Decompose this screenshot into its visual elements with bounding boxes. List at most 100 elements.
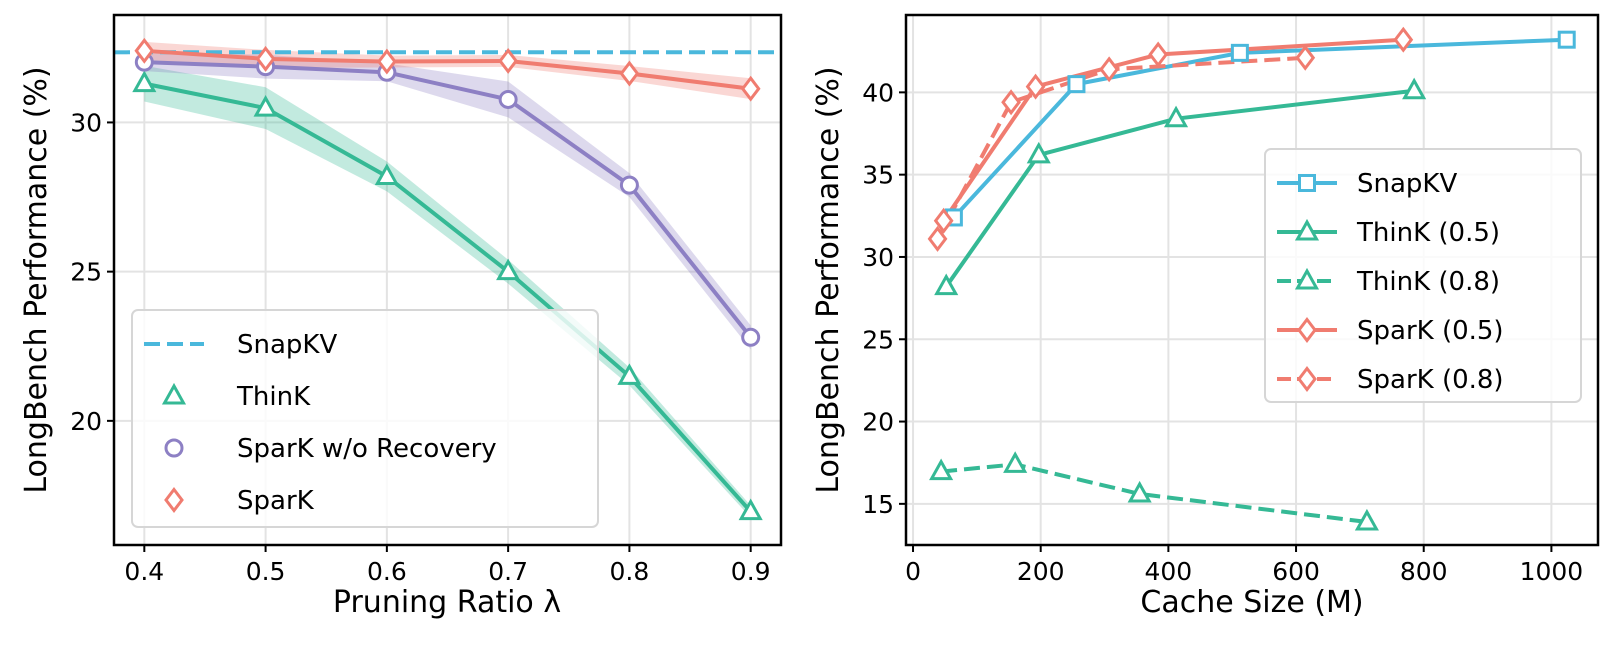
legend-marker: [164, 487, 184, 513]
series-line: [144, 48, 751, 91]
legend-marker: [1297, 317, 1317, 343]
x-tick-label: 0.6: [367, 557, 407, 586]
y-tick-label: 30: [862, 243, 894, 272]
legend-label: SparK (0.8): [1357, 365, 1504, 395]
data-point: [933, 207, 954, 234]
x-tick-label: 0.7: [488, 557, 528, 586]
legend-entry: SparK: [164, 486, 315, 516]
y-axis-label: LongBench Performance (%): [19, 66, 54, 493]
data-point: [1067, 75, 1086, 94]
x-tick-label: 800: [1400, 557, 1448, 586]
x-axis-label: Pruning Ratio λ: [333, 585, 561, 620]
legend-marker: [161, 382, 187, 405]
data-point: [740, 75, 761, 102]
data-point: [1026, 141, 1051, 164]
axes-frame: [904, 13, 1600, 547]
data-point: [738, 498, 763, 521]
legend-entry: SnapKV: [1277, 169, 1457, 199]
series-line: [940, 462, 1368, 524]
x-tick-label: 200: [1017, 557, 1065, 586]
legend-entry: SparK (0.5): [1277, 316, 1504, 346]
y-tick-label: 20: [862, 408, 894, 437]
data-point: [1099, 56, 1120, 83]
legend-entry: ThinK (0.8): [1277, 267, 1500, 297]
data-point: [374, 163, 399, 185]
x-tick-label: 400: [1145, 557, 1193, 586]
data-point: [1230, 43, 1249, 62]
chart-pruning-ratio: Pruning Ratio λ LongBench Performance (%…: [19, 13, 783, 620]
data-point: [1127, 480, 1152, 503]
x-tick-label: 0.5: [246, 557, 286, 586]
x-tick-label: 1000: [1520, 557, 1584, 586]
y-axis-label: LongBench Performance (%): [811, 66, 846, 493]
y-tick-label: 25: [70, 258, 102, 287]
legend-label: ThinK: [236, 382, 311, 412]
x-tick-label: 0.8: [610, 557, 650, 586]
data-point: [1354, 508, 1379, 531]
legend-entry: ThinK: [161, 382, 311, 412]
legend-entry: SparK w/o Recovery: [164, 434, 497, 464]
series-line: [935, 55, 1306, 240]
data-point: [619, 175, 639, 195]
legend-label: SnapKV: [237, 330, 337, 360]
data-point: [376, 48, 397, 75]
legend-entry: SparK (0.8): [1277, 365, 1504, 395]
legend-label: SparK: [237, 486, 315, 516]
data-point: [1402, 77, 1427, 100]
data-point: [496, 258, 521, 281]
y-tick-label: 35: [862, 161, 894, 190]
legend-marker: [164, 438, 184, 458]
legend: SnapKV ThinK SparK w/o Recovery SparK: [131, 309, 599, 528]
y-tick-label: 15: [862, 490, 894, 519]
legend-entry: ThinK (0.5): [1277, 218, 1500, 248]
series-line: [143, 81, 753, 513]
data-point: [1557, 30, 1576, 49]
y-tick-label: 40: [862, 78, 894, 107]
x-tick-label: 0: [905, 557, 921, 586]
legend-marker: [1297, 366, 1317, 392]
legend-marker: [1298, 174, 1316, 192]
series-line: [144, 60, 753, 339]
data-point: [498, 89, 518, 109]
data-point: [929, 458, 954, 481]
confidence-band: [144, 41, 751, 100]
data-point: [1393, 26, 1414, 53]
y-tick-label: 25: [862, 325, 894, 354]
legend-marker: [1294, 218, 1320, 241]
data-point: [741, 327, 761, 347]
legend-label: ThinK (0.8): [1356, 267, 1500, 297]
data-point: [934, 273, 959, 296]
chart-cache-size: Cache Size (M) LongBench Performance (%)…: [811, 13, 1600, 620]
legend-label: SnapKV: [1357, 169, 1457, 199]
axes-frame: [112, 13, 783, 547]
legend-box: [1264, 148, 1582, 403]
data-point: [253, 95, 278, 117]
data-point: [1163, 105, 1189, 128]
data-point: [134, 37, 155, 64]
data-point: [1003, 451, 1028, 473]
data-point: [619, 60, 640, 87]
y-tick-label: 20: [70, 407, 102, 436]
y-tick-label: 30: [70, 108, 102, 137]
data-point: [1001, 89, 1021, 116]
legend: SnapKV ThinK (0.5) ThinK (0.8) SparK (0.5) S…: [1264, 148, 1582, 403]
data-point: [498, 47, 519, 74]
data-point: [1295, 44, 1316, 71]
legend-entry: SnapKV: [144, 330, 337, 360]
series-line: [944, 88, 1415, 288]
data-point: [927, 225, 948, 252]
x-axis-label: Cache Size (M): [1140, 585, 1363, 620]
legend-marker: [1294, 267, 1320, 290]
legend-label: ThinK (0.5): [1356, 218, 1500, 248]
x-tick-label: 0.9: [731, 557, 771, 586]
data-point: [1148, 41, 1169, 68]
legend-box: [131, 309, 599, 528]
series-line: [942, 37, 1404, 222]
confidence-band: [144, 65, 751, 518]
data-point: [255, 45, 276, 72]
x-tick-label: 0.4: [124, 557, 164, 586]
data-point: [617, 363, 642, 385]
x-tick-label: 600: [1272, 557, 1320, 586]
data-point: [132, 70, 157, 93]
legend-label: SparK w/o Recovery: [237, 434, 497, 464]
